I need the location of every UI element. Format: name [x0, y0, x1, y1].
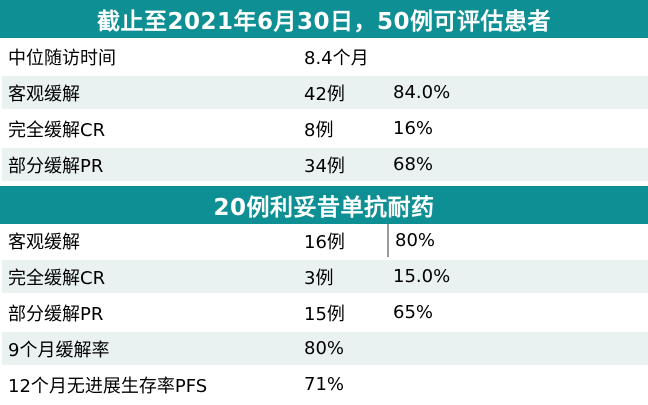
row-label: 完全缓解CR — [2, 112, 302, 145]
table-row: 完全缓解CR 8例 16% — [0, 112, 648, 145]
row-value: 15例 — [299, 296, 388, 329]
row-label: 客观缓解 — [2, 76, 302, 109]
row-value-2: 80% — [387, 224, 648, 257]
table-row: 部分缓解PR 34例 68% — [0, 148, 648, 181]
row-label: 部分缓解PR — [2, 296, 302, 329]
row-label: 完全缓解CR — [2, 260, 302, 293]
row-value-2: 16% — [387, 112, 648, 145]
table-row: 中位随访时间 8.4个月 — [0, 40, 648, 73]
row-value-2 — [387, 332, 648, 365]
section1-header: 截止至2021年6月30日，50例可评估患者 — [0, 0, 648, 38]
row-label: 部分缓解PR — [2, 148, 302, 181]
row-value-2 — [387, 368, 648, 401]
row-label: 客观缓解 — [2, 224, 302, 257]
row-value: 80% — [299, 332, 388, 365]
row-value: 42例 — [299, 76, 388, 109]
row-value: 34例 — [299, 148, 388, 181]
row-value-2: 84.0% — [387, 76, 648, 109]
row-value-2: 65% — [387, 296, 648, 329]
row-value-2: 68% — [387, 148, 648, 181]
section2-title: 20例利妥昔单抗耐药 — [213, 195, 435, 221]
row-label: 12个月无进展生存率PFS — [2, 368, 302, 401]
row-value: 3例 — [299, 260, 388, 293]
table-row: 12个月无进展生存率PFS 71% — [0, 368, 648, 401]
table-row: 客观缓解 42例 84.0% — [0, 76, 648, 109]
section2-header: 20例利妥昔单抗耐药 — [0, 186, 648, 224]
table-row: 完全缓解CR 3例 15.0% — [0, 260, 648, 293]
table-row: 部分缓解PR 15例 65% — [0, 296, 648, 329]
row-value-2: 15.0% — [387, 260, 648, 293]
row-value-2 — [387, 40, 648, 73]
row-label: 9个月缓解率 — [2, 332, 302, 365]
table-row: 9个月缓解率 80% — [0, 332, 648, 365]
row-value: 8.4个月 — [299, 40, 388, 73]
row-value: 16例 — [299, 224, 388, 257]
section1-title: 截止至2021年6月30日，50例可评估患者 — [96, 9, 552, 35]
row-value: 8例 — [299, 112, 388, 145]
row-label: 中位随访时间 — [2, 40, 302, 73]
table-row: 客观缓解 16例 80% — [0, 224, 648, 257]
row-value: 71% — [299, 368, 388, 401]
